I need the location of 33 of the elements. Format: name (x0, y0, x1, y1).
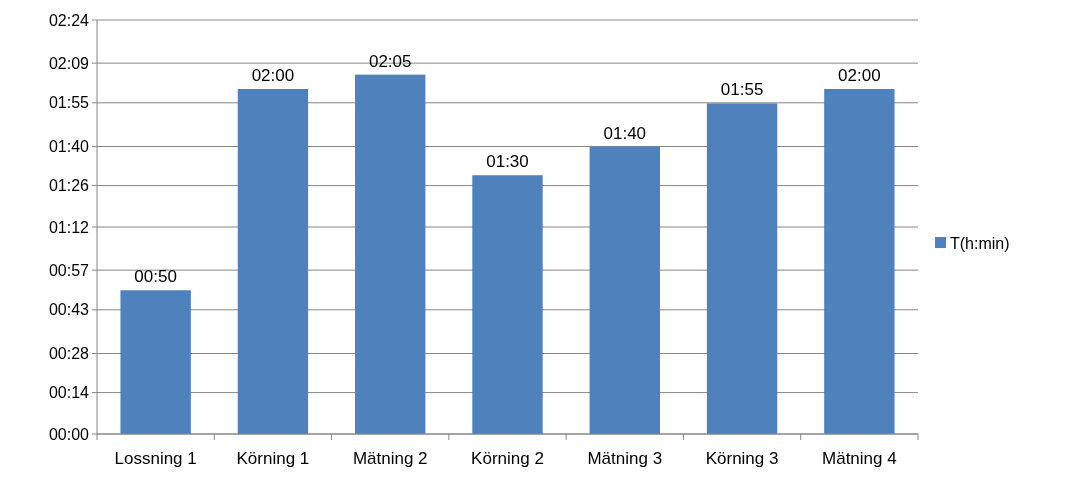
data-label: 02:00 (838, 66, 881, 85)
y-tick-label: 01:55 (48, 94, 90, 112)
x-tick-label: Körning 2 (471, 449, 544, 468)
bar (237, 89, 309, 434)
bar (355, 74, 426, 434)
bar (589, 146, 660, 434)
x-tick-label: Mätning 4 (822, 449, 897, 468)
data-label: 02:05 (368, 51, 412, 71)
y-tick-label: 01:40 (48, 138, 90, 156)
y-tick-label: 02:09 (48, 54, 90, 72)
y-tick-label: 00:43 (48, 301, 90, 319)
y-tick-label: 00:00 (48, 425, 90, 443)
y-tick-label: 00:57 (48, 261, 90, 279)
bar (472, 175, 543, 434)
data-label: 02:00 (251, 66, 295, 85)
data-label: 00:50 (134, 267, 177, 287)
bar (824, 89, 895, 434)
data-label: 01:55 (720, 80, 764, 100)
y-tick-label: 00:14 (48, 384, 90, 402)
y-tick-label: 02:24 (48, 11, 90, 29)
data-label: 01:30 (486, 152, 529, 172)
legend-label: T(h:min) (950, 234, 1010, 252)
data-label: 01:40 (603, 123, 647, 143)
bar (120, 290, 191, 434)
y-tick-label: 01:26 (48, 177, 90, 195)
y-tick-label: 01:12 (48, 218, 90, 236)
x-tick-label: Lossning 1 (114, 449, 197, 468)
x-tick-label: Körning 1 (236, 449, 310, 468)
x-tick-label: Mätning 2 (352, 449, 428, 468)
x-tick-label: Mätning 3 (587, 449, 663, 468)
x-tick-label: Körning 3 (705, 449, 779, 468)
y-tick-label: 00:28 (48, 345, 90, 363)
bar (706, 103, 778, 434)
